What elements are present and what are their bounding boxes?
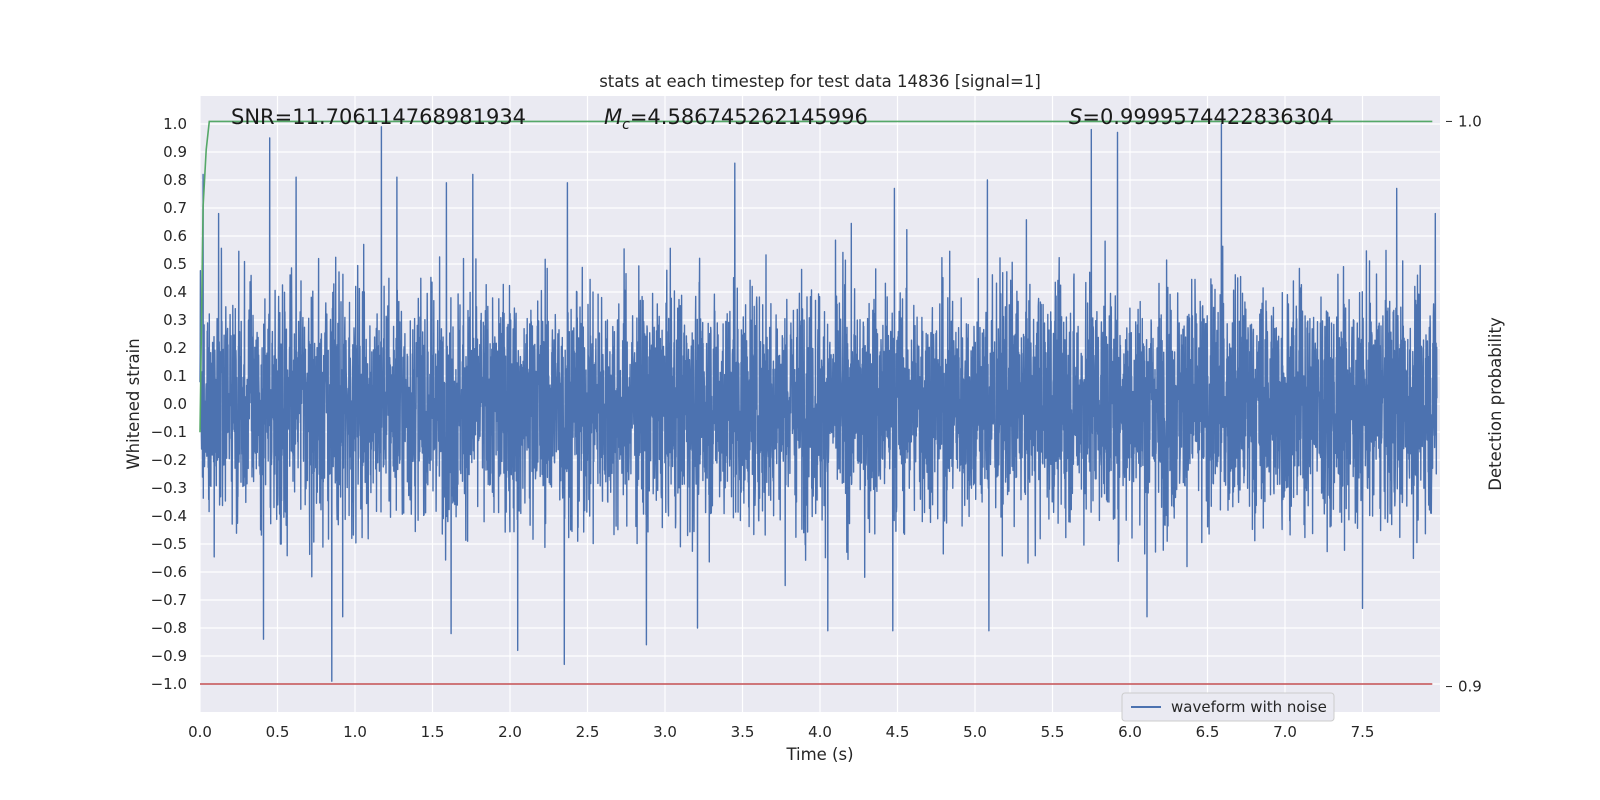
y-tick-label: −0.2 — [151, 451, 187, 469]
x-tick-label: 0.0 — [188, 723, 212, 741]
chirp-mass-subscript: c — [622, 117, 630, 133]
x-tick-label: 2.0 — [498, 723, 522, 741]
legend-box — [1121, 692, 1335, 722]
y-tick-label: 0.9 — [163, 143, 187, 161]
y-tick-label: −1.0 — [151, 675, 187, 693]
y-tick-label: −0.4 — [151, 507, 187, 525]
chirp-mass-annotation: Mc=4.586745262145996 — [604, 105, 868, 133]
y-right-axis-label: Detection probability — [1486, 317, 1505, 491]
y-tick-label: 0.4 — [163, 283, 187, 301]
detection-stat-symbol: S — [1069, 105, 1082, 129]
chirp-mass-value: =4.586745262145996 — [630, 105, 868, 129]
y-tick-label: −0.6 — [151, 563, 187, 581]
y-right-tick-label: 0.9 — [1458, 678, 1482, 696]
series-layer — [199, 120, 1438, 685]
tick-labels: 0.0 0.5 1.0 1.5 2.0 2.5 3.0 3.5 4.0 4.5 5.0 5.5 6.0 6… — [151, 112, 1482, 741]
y-tick-label: 0.6 — [163, 227, 187, 245]
y-tick-label: −0.5 — [151, 535, 187, 553]
y-tick-label: −0.8 — [151, 619, 187, 637]
x-tick-label: 3.0 — [653, 723, 677, 741]
chirp-mass-symbol: M — [604, 105, 622, 129]
x-tick-label: 5.0 — [963, 723, 987, 741]
y-tick-label: 0.2 — [163, 339, 187, 357]
y-tick-label: 0.1 — [163, 367, 187, 385]
x-tick-label: 2.5 — [576, 723, 600, 741]
x-tick-label: 3.5 — [731, 723, 755, 741]
y-tick-label: −0.9 — [151, 647, 187, 665]
x-tick-label: 1.0 — [343, 723, 367, 741]
snr-annotation: SNR=11.706114768981934 — [231, 105, 526, 129]
y-tick-label: −0.3 — [151, 479, 187, 497]
x-tick-label: 6.0 — [1118, 723, 1142, 741]
y-right-tick-label: 1.0 — [1458, 112, 1482, 130]
x-tick-label: 7.5 — [1351, 723, 1375, 741]
y-tick-label: 1.0 — [163, 115, 187, 133]
x-tick-label: 5.5 — [1041, 723, 1065, 741]
x-tick-label: 6.5 — [1196, 723, 1220, 741]
y-tick-label: 0.5 — [163, 255, 187, 273]
y-axis-label: Whitened strain — [124, 338, 143, 469]
y-tick-label: −0.1 — [151, 423, 187, 441]
legend: waveform with noise — [1121, 692, 1335, 722]
x-tick-label: 4.0 — [808, 723, 832, 741]
detection-stat-value: =0.9999574422836304 — [1082, 105, 1333, 129]
series-detection-probability — [199, 120, 1433, 433]
y-tick-label: 0.8 — [163, 171, 187, 189]
x-tick-label: 1.5 — [421, 723, 445, 741]
x-tick-label: 4.5 — [886, 723, 910, 741]
y-tick-label: −0.7 — [151, 591, 187, 609]
y-tick-label: 0.0 — [163, 395, 187, 413]
chart-title: stats at each timestep for test data 148… — [599, 72, 1041, 91]
series-waveform-with-noise — [199, 123, 1438, 682]
x-axis-label: Time (s) — [785, 745, 853, 764]
x-tick-label: 0.5 — [266, 723, 290, 741]
legend-label-waveform: waveform with noise — [1171, 698, 1327, 716]
y-tick-label: 0.7 — [163, 199, 187, 217]
detection-stat-annotation: S=0.9999574422836304 — [1069, 105, 1334, 129]
x-tick-label: 7.0 — [1273, 723, 1297, 741]
y-tick-label: 0.3 — [163, 311, 187, 329]
